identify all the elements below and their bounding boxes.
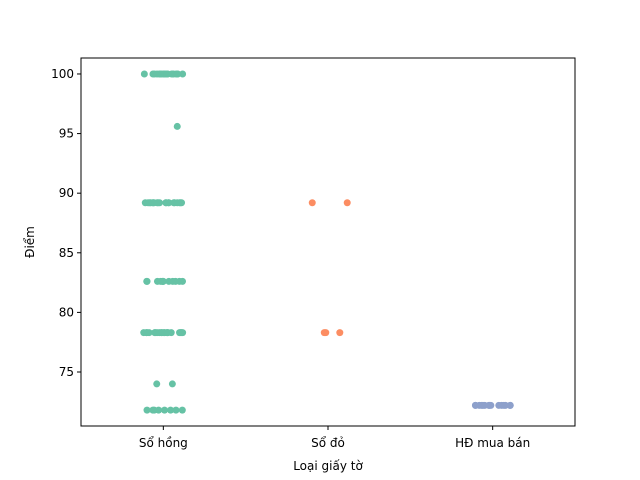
point bbox=[175, 277, 183, 285]
y-axis-label: Điểm bbox=[23, 226, 37, 258]
point bbox=[149, 70, 157, 78]
x-tick-label: Sổ hồng bbox=[139, 436, 188, 450]
y-tick-label: 95 bbox=[59, 127, 74, 141]
y-tick-label: 80 bbox=[59, 305, 74, 319]
point bbox=[161, 406, 169, 414]
point bbox=[174, 70, 182, 78]
point bbox=[179, 329, 187, 337]
point bbox=[153, 277, 161, 285]
point bbox=[173, 122, 181, 130]
point bbox=[336, 329, 344, 337]
point bbox=[159, 277, 167, 285]
point bbox=[168, 380, 176, 388]
point bbox=[144, 199, 152, 207]
point bbox=[143, 277, 151, 285]
point bbox=[320, 329, 328, 337]
point bbox=[178, 406, 186, 414]
point bbox=[343, 199, 351, 207]
y-tick-label: 100 bbox=[51, 67, 74, 81]
x-tick-label: Sổ đỏ bbox=[311, 436, 345, 450]
x-axis-label: Loại giấy tờ bbox=[293, 459, 363, 473]
point bbox=[143, 406, 151, 414]
point bbox=[165, 199, 173, 207]
plot-frame bbox=[80, 57, 576, 427]
point bbox=[140, 329, 148, 337]
point bbox=[501, 401, 509, 409]
point bbox=[167, 406, 175, 414]
point bbox=[156, 70, 164, 78]
point bbox=[158, 329, 166, 337]
point bbox=[155, 406, 163, 414]
y-tick-label: 90 bbox=[59, 186, 74, 200]
point bbox=[150, 199, 158, 207]
point bbox=[153, 380, 161, 388]
point bbox=[172, 406, 180, 414]
point bbox=[487, 401, 495, 409]
point bbox=[179, 70, 187, 78]
point bbox=[308, 199, 316, 207]
y-tick-label: 85 bbox=[59, 246, 74, 260]
point bbox=[140, 70, 148, 78]
point bbox=[168, 70, 176, 78]
point bbox=[173, 199, 181, 207]
y-tick-label: 75 bbox=[59, 365, 74, 379]
x-tick-label: HĐ mua bán bbox=[455, 436, 530, 450]
point bbox=[479, 401, 487, 409]
point bbox=[471, 401, 479, 409]
point bbox=[163, 329, 171, 337]
point bbox=[169, 277, 177, 285]
point bbox=[156, 199, 164, 207]
